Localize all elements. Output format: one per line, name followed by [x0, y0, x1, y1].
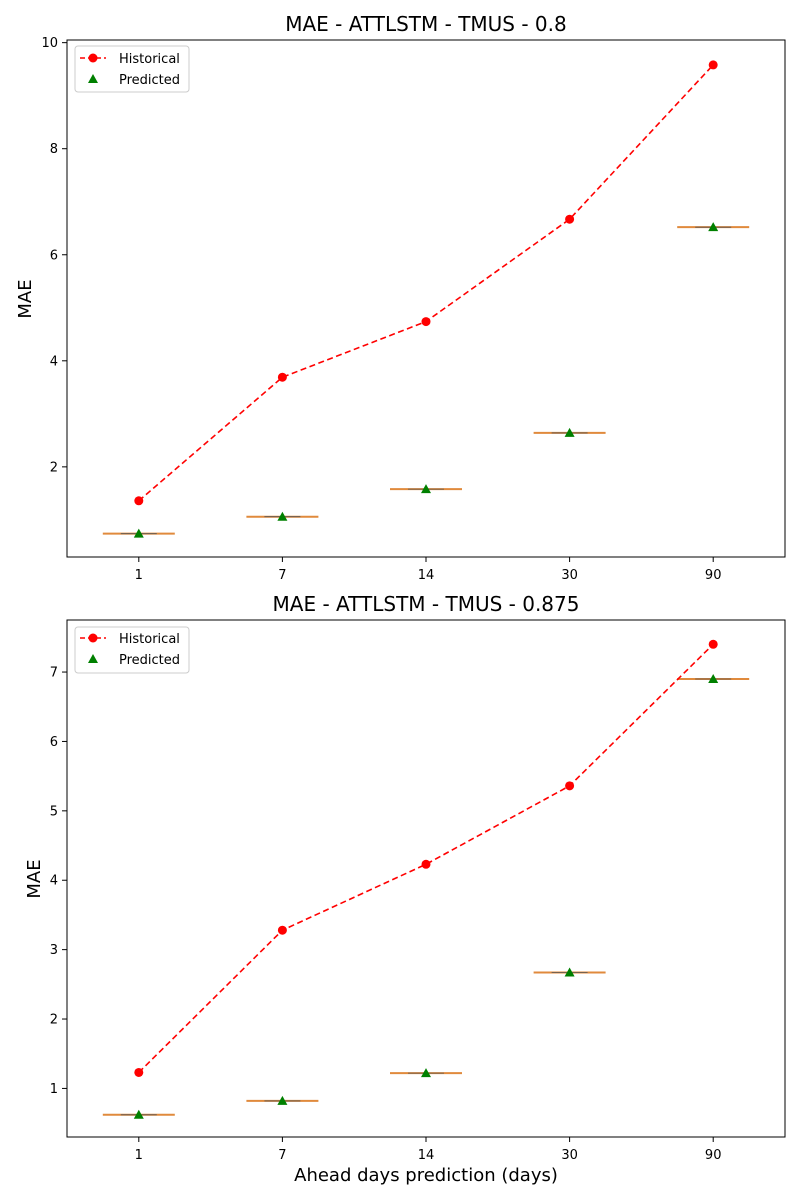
x-axis-label: Ahead days prediction (days)	[294, 1165, 558, 1186]
historical-marker	[134, 1067, 144, 1077]
chart-title: MAE - ATTLSTM - TMUS - 0.8	[285, 12, 567, 36]
y-tick-label: 8	[50, 142, 58, 157]
predicted-marker	[708, 673, 719, 683]
y-tick-label: 5	[50, 804, 58, 819]
legend-predicted-marker	[88, 654, 98, 663]
predicted-marker	[421, 1068, 431, 1078]
x-tick-label: 14	[418, 568, 435, 583]
x-tick-label: 1	[135, 1148, 143, 1163]
chart-top: MAE - ATTLSTM - TMUS - 0.8 MAE 2 4 6 8 10 1 7 1…	[15, 12, 786, 583]
x-tick-label: 90	[705, 568, 722, 583]
x-tick-label: 30	[561, 1148, 578, 1163]
legend-historical-marker	[88, 633, 98, 643]
plot-area: 1 2 3 4 5 6 7 1 7 14 30 90	[50, 619, 786, 1163]
y-axis-label: MAE	[24, 859, 45, 898]
x-tick-label: 90	[705, 1148, 722, 1163]
historical-line	[138, 643, 714, 1074]
legend: Historical Predicted	[74, 626, 190, 674]
legend-historical-marker	[88, 53, 98, 63]
x-tick-label: 7	[278, 568, 286, 583]
historical-marker	[708, 60, 718, 70]
historical-marker	[134, 496, 144, 506]
predicted-marker	[708, 222, 719, 232]
predicted-marker	[133, 528, 144, 538]
historical-marker	[565, 781, 575, 791]
historical-marker	[277, 925, 287, 935]
legend-predicted-label: Predicted	[119, 653, 180, 668]
y-tick-label: 4	[50, 354, 58, 369]
y-tick-label: 6	[50, 248, 58, 263]
legend: Historical Predicted	[74, 45, 190, 93]
y-tick-label: 10	[41, 36, 58, 51]
historical-marker	[421, 317, 431, 327]
x-tick-label: 7	[278, 1148, 286, 1163]
historical-marker	[565, 214, 575, 224]
predicted-marker	[277, 1095, 288, 1105]
predicted-marker	[564, 967, 575, 977]
chart-bottom: MAE - ATTLSTM - TMUS - 0.875 MAE Ahead d…	[24, 592, 786, 1186]
predicted-marker	[421, 484, 431, 494]
y-tick-label: 7	[50, 666, 58, 681]
y-tick-label: 2	[50, 1013, 58, 1028]
historical-marker	[708, 639, 718, 649]
predicted-marker	[133, 1109, 144, 1119]
legend-predicted-marker	[88, 74, 98, 83]
y-tick-label: 4	[50, 874, 58, 889]
y-tick-label: 6	[50, 735, 58, 750]
y-tick-label: 2	[50, 460, 58, 475]
y-tick-label: 1	[50, 1082, 58, 1097]
chart-title: MAE - ATTLSTM - TMUS - 0.875	[273, 592, 580, 616]
x-tick-label: 30	[561, 568, 578, 583]
historical-marker	[277, 372, 287, 382]
legend-predicted-label: Predicted	[119, 73, 180, 88]
x-tick-label: 14	[418, 1148, 435, 1163]
x-tick-label: 1	[135, 568, 143, 583]
legend-frame	[74, 626, 190, 674]
legend-historical-label: Historical	[119, 632, 180, 647]
historical-marker	[421, 859, 431, 869]
y-tick-label: 3	[50, 943, 58, 958]
legend-historical-label: Historical	[119, 52, 180, 67]
y-axis-label: MAE	[15, 279, 36, 318]
legend-frame	[74, 45, 190, 93]
predicted-marker	[564, 427, 575, 437]
predicted-marker	[277, 511, 288, 521]
plot-area: 2 4 6 8 10 1 7 14 30 90	[41, 36, 786, 583]
